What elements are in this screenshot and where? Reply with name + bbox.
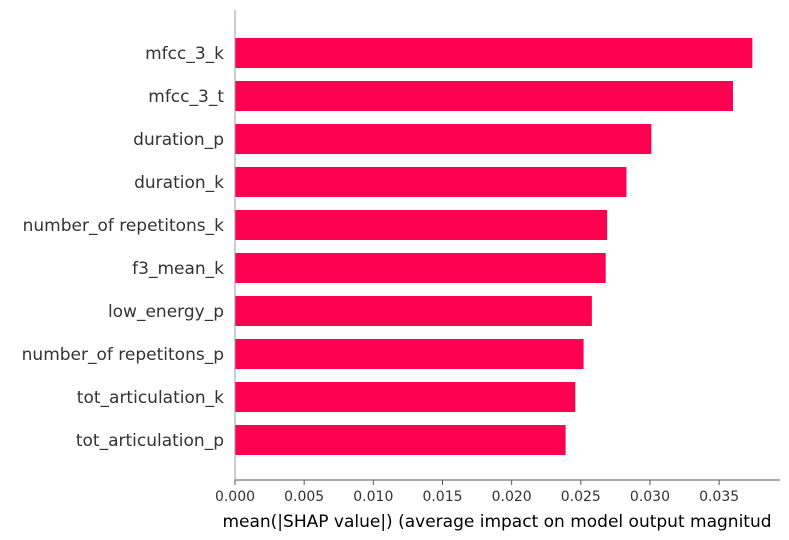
category-label: number_of repetitons_p [22,345,224,365]
category-label: tot_articulation_p [76,431,224,451]
x-tick-label: 0.000 [215,489,255,505]
bar-f3_mean_k [235,253,606,283]
category-label: mfcc_3_t [148,87,224,107]
bar-tot_articulation_k [235,382,576,412]
category-label: mfcc_3_k [145,44,224,64]
x-tick-label: 0.030 [630,489,670,505]
bar-duration_p [235,124,652,154]
x-tick-label: 0.035 [699,489,739,505]
x-tick-label: 0.005 [284,489,324,505]
x-tick-label: 0.015 [422,489,462,505]
category-label: number_of repetitons_k [23,216,225,236]
category-label: f3_mean_k [132,259,224,279]
x-tick-label: 0.010 [353,489,393,505]
bar-number_of repetitons_p [235,339,584,369]
x-axis-title: mean(|SHAP value|) (average impact on mo… [222,512,771,532]
x-tick-label: 0.025 [561,489,601,505]
category-label: duration_p [133,130,224,150]
bar-number_of repetitons_k [235,210,608,240]
category-labels: mfcc_3_k mfcc_3_t duration_p duration_knumb… [22,44,225,451]
bar-duration_k [235,167,627,197]
bar-tot_articulation_p [235,425,566,455]
x-axis-ticks: 0.000 0.005 0.010 0.015 0.020 0.025 0.030 0.035 [215,480,739,505]
bar-mfcc_3_t [235,81,733,111]
category-label: tot_articulation_k [77,388,224,408]
category-label: duration_k [134,173,224,193]
bar-low_energy_p [235,296,592,326]
x-tick-label: 0.020 [492,489,532,505]
bars-group [235,38,753,455]
bar-mfcc_3_k [235,38,753,68]
category-label: low_energy_p [108,302,224,322]
